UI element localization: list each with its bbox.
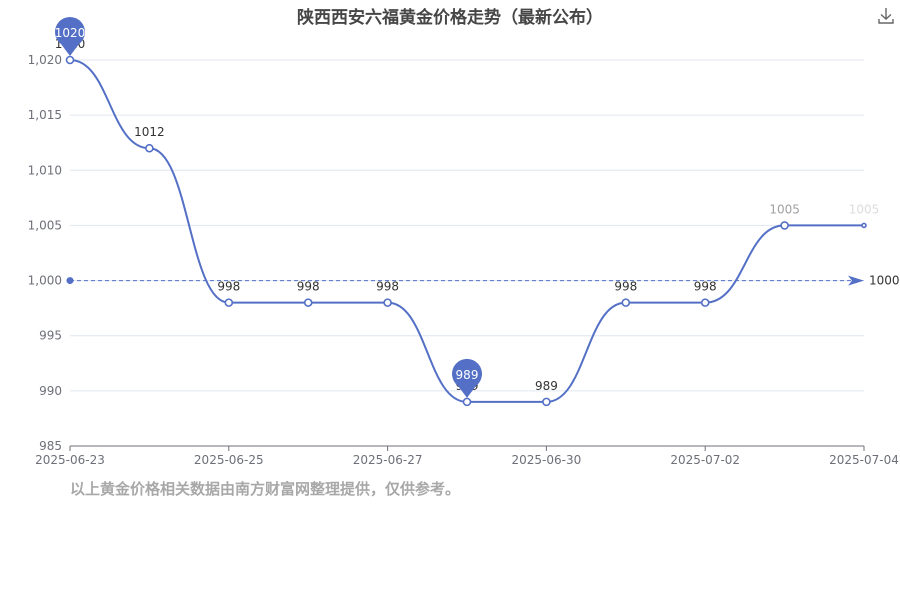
chart-title: 陕西西安六福黄金价格走势（最新公布） [297,8,603,28]
y-tick-label: 985 [39,439,62,453]
data-label: 1012 [134,125,165,139]
y-tick-label: 1,005 [28,218,62,232]
y-tick-label: 990 [39,384,62,398]
data-label: 1005 [849,202,880,216]
x-tick-label: 2025-06-25 [194,453,264,467]
min-pin-marker [452,358,483,398]
data-point [621,298,631,307]
data-point [542,397,551,407]
data-point [462,397,472,407]
y-tick-label: 1,020 [28,53,62,67]
x-tick-label: 2025-06-30 [512,453,582,467]
download-icon [878,8,894,24]
x-tick-label: 2025-07-04 [829,453,899,467]
data-label: 998 [614,280,637,294]
y-tick-label: 1,000 [28,274,62,288]
y-tick-label: 995 [39,329,62,343]
data-label: 998 [694,280,717,294]
data-label: 998 [376,280,399,294]
data-point [65,55,75,65]
y-tick-label: 1,015 [28,108,62,122]
x-tick-label: 2025-06-27 [353,453,423,467]
average-line-arrow [848,275,864,286]
data-point [145,143,154,153]
y-tick-label: 1,010 [28,163,62,177]
data-point [383,298,392,307]
max-pin-marker [55,17,85,56]
max-pin-label: 1020 [55,26,86,40]
min-pin-label: 989 [456,368,479,382]
footnote: 以上黄金价格相关数据由南方财富网整理提供，仅供参考。 [70,480,461,498]
data-label: 989 [535,379,558,393]
data-point [861,222,867,229]
data-label: 998 [297,280,320,294]
data-label: 998 [217,280,240,294]
average-line-label: 1000 [869,274,900,288]
data-point [700,298,710,307]
data-label: 1005 [769,202,800,216]
data-point [224,298,234,307]
data-point [303,298,313,307]
download-button[interactable] [876,6,896,26]
series-line [69,59,864,403]
x-tick-label: 2025-07-02 [670,453,740,467]
x-tick-label: 2025-06-23 [35,453,105,467]
data-point [780,221,789,230]
